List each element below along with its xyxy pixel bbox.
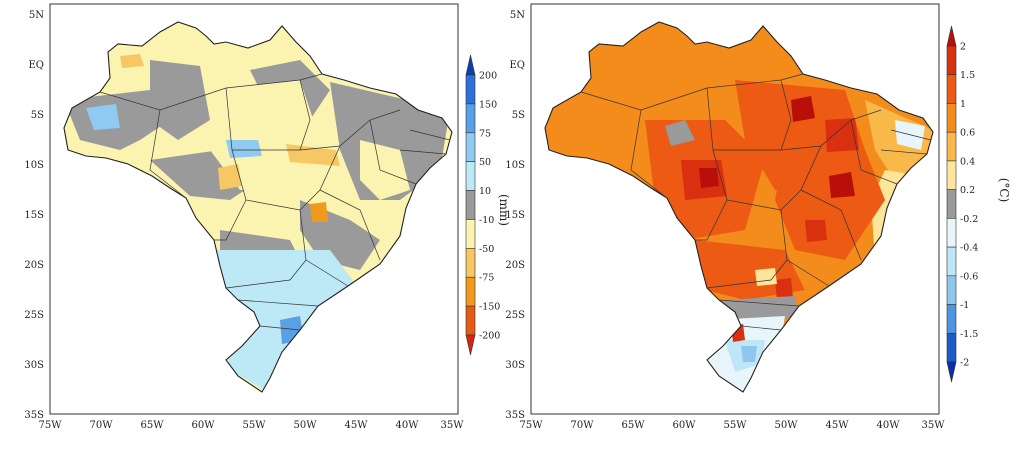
lon-tick: 60W	[672, 420, 696, 431]
colorbar-label: 1	[960, 99, 966, 110]
lat-tick: 35S	[505, 410, 525, 421]
colorbar-label: 2	[960, 42, 966, 53]
colorbar-segment	[465, 276, 476, 307]
colorbar-label: -50	[479, 244, 494, 255]
unit-label: (°C)	[997, 178, 1011, 203]
colorbar-segment	[946, 45, 957, 76]
colorbar-label: -0.4	[960, 243, 978, 254]
lat-tick: EQ	[29, 60, 45, 71]
temperature-map-panel: 5N EQ 5S 10S 15S 20S 25S 30S 35S 75W 70W…	[485, 0, 1011, 446]
lat-tick: 15S	[505, 210, 525, 221]
lon-tick: 50W	[774, 420, 798, 431]
colorbar-segment	[465, 190, 476, 220]
lon-tick: 70W	[570, 420, 594, 431]
lat-tick: 15S	[24, 210, 44, 221]
latitude-axis: 5N EQ 5S 10S 15S 20S 25S 30S 35S	[24, 10, 44, 421]
colorbar-segment	[946, 189, 957, 219]
colorbar-segment	[946, 361, 957, 383]
colorbar-segment	[946, 25, 957, 47]
unit-label: (mm)	[497, 194, 511, 226]
colorbar-label: 0.6	[960, 128, 975, 139]
colorbar-label: 75	[479, 128, 491, 139]
colorbar-label: -150	[479, 302, 500, 313]
colorbar-label: 150	[479, 99, 497, 110]
colorbar-segment	[465, 248, 476, 278]
longitude-axis: 75W 70W 65W 60W 55W 50W 45W 40W 35W	[519, 420, 945, 431]
lon-tick: 75W	[519, 420, 543, 431]
colorbar-label: 50	[479, 157, 491, 168]
lon-tick: 40W	[395, 420, 419, 431]
lon-tick: 35W	[921, 420, 945, 431]
colorbar-label: -200	[479, 331, 500, 342]
lon-tick: 65W	[621, 420, 645, 431]
colorbar-segment	[465, 103, 476, 134]
colorbar-label: -0.2	[960, 214, 978, 225]
lat-tick: 5S	[512, 110, 525, 121]
lat-tick: EQ	[510, 60, 526, 71]
colorbar-segment	[946, 218, 957, 248]
lat-tick: 20S	[24, 260, 44, 271]
lon-tick: 40W	[876, 420, 900, 431]
lat-tick: 5S	[31, 110, 44, 121]
colorbar-segment	[946, 131, 957, 162]
lat-tick: 10S	[505, 160, 525, 171]
precipitation-map-panel: 5N EQ 5S 10S 15S 20S 25S 30S 35S 75W 70W…	[0, 0, 518, 446]
colorbar-label: -0.6	[960, 271, 978, 282]
lon-tick: 65W	[140, 420, 164, 431]
colorbar-label: 1.5	[960, 70, 975, 81]
precipitation-map: 5N EQ 5S 10S 15S 20S 25S 30S 35S 75W 70W…	[24, 3, 511, 431]
lat-tick: 5N	[510, 10, 525, 21]
lon-tick: 70W	[89, 420, 113, 431]
lon-tick: 35W	[440, 420, 464, 431]
lon-tick: 45W	[825, 420, 849, 431]
lon-tick: 45W	[344, 420, 368, 431]
lon-tick: 75W	[38, 420, 62, 431]
lon-tick: 55W	[242, 420, 266, 431]
colorbar-label: 0.2	[960, 185, 975, 196]
temperature-colorbar: 2 1.5 1 0.6 0.4 0.2 -0.2 -0.4 -0.6 -1 -1.5 -2	[946, 25, 978, 383]
colorbar-segment	[946, 74, 957, 104]
colorbar-label: -10	[479, 215, 494, 226]
colorbar-segment	[465, 219, 476, 249]
colorbar-label: 0.4	[960, 156, 975, 167]
colorbar-segment	[946, 275, 957, 305]
lon-tick: 55W	[723, 420, 747, 431]
lat-tick: 5N	[29, 10, 44, 21]
colorbar-label: -1.5	[960, 329, 978, 340]
colorbar-label: -75	[479, 273, 494, 284]
colorbar-label: -2	[960, 358, 969, 369]
lat-tick: 35S	[24, 410, 44, 421]
latitude-axis: 5N EQ 5S 10S 15S 20S 25S 30S 35S	[505, 10, 525, 421]
lat-tick: 25S	[24, 310, 44, 321]
lat-tick: 30S	[505, 360, 525, 371]
lat-tick: 30S	[24, 360, 44, 371]
lon-tick: 60W	[191, 420, 215, 431]
lon-tick: 50W	[293, 420, 317, 431]
colorbar-segment	[946, 103, 957, 133]
temperature-map: 5N EQ 5S 10S 15S 20S 25S 30S 35S 75W 70W…	[505, 3, 1011, 431]
lat-tick: 25S	[505, 310, 525, 321]
colorbar-label: 200	[479, 71, 497, 82]
state-borders	[580, 73, 932, 331]
lat-tick: 20S	[505, 260, 525, 271]
colorbar-segment	[465, 161, 476, 191]
colorbar-segment	[465, 305, 476, 336]
lat-tick: 10S	[24, 160, 44, 171]
colorbar-segment	[946, 246, 957, 277]
colorbar-segment	[465, 74, 476, 105]
longitude-axis: 75W 70W 65W 60W 55W 50W 45W 40W 35W	[38, 420, 464, 431]
colorbar-segment	[465, 334, 476, 356]
precipitation-colorbar: 200 150 75 50 10 -10 -50 -75 -150 -200	[465, 54, 500, 356]
colorbar-segment	[946, 160, 957, 190]
colorbar-label: -1	[960, 300, 969, 311]
colorbar-segment	[946, 304, 957, 334]
colorbar-segment	[465, 54, 476, 76]
colorbar-segment	[465, 132, 476, 162]
colorbar-segment	[946, 332, 957, 363]
state-borders	[99, 73, 451, 331]
colorbar-label: 10	[479, 186, 491, 197]
